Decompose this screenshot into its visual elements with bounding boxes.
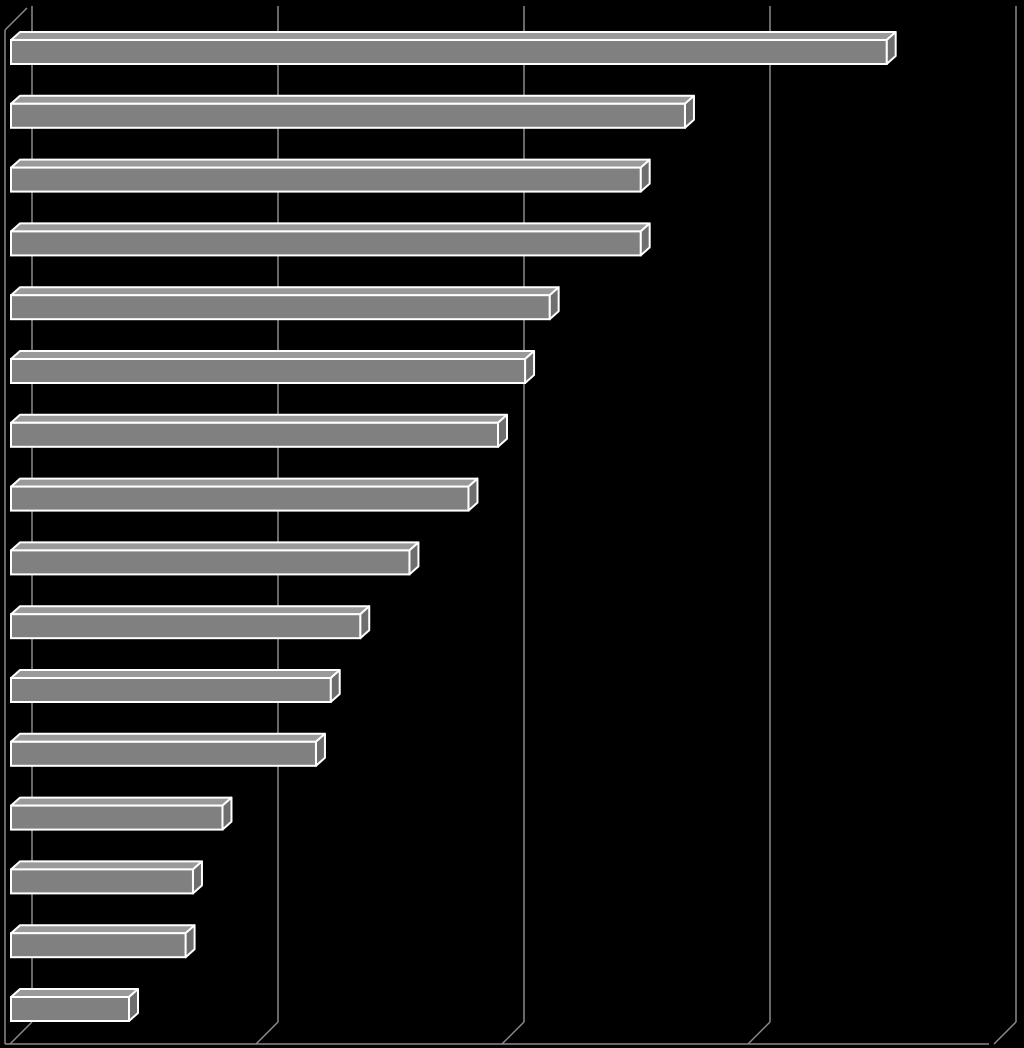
bar-9 [10, 605, 371, 640]
bar-7 [10, 477, 479, 512]
bar-front-14 [10, 932, 187, 959]
bar-15 [10, 988, 139, 1022]
bar-top-1 [10, 94, 695, 105]
floor-diagonal-0 [9, 1021, 33, 1045]
bar-front-11 [10, 740, 317, 767]
bar-top-11 [10, 732, 326, 743]
bar-front-9 [10, 613, 362, 640]
bar-top-7 [10, 477, 479, 488]
bar-4 [10, 286, 560, 321]
bar-3 [10, 222, 651, 257]
bar-14 [10, 924, 196, 959]
bar-front-15 [10, 996, 130, 1022]
bar-top-15 [10, 988, 139, 998]
bar-front-0 [10, 39, 888, 65]
bar-2 [10, 158, 651, 193]
bar-top-13 [10, 860, 203, 871]
floor-diagonal-2 [501, 1021, 525, 1045]
bar-front-2 [10, 166, 642, 193]
bar-1 [10, 94, 695, 129]
bar-front-12 [10, 804, 224, 831]
bar-top-10 [10, 669, 341, 679]
floor-diagonal-4 [993, 1021, 1017, 1045]
bar-12 [10, 796, 233, 831]
bar-5 [10, 350, 536, 384]
bar-front-10 [10, 677, 332, 703]
bar-top-8 [10, 541, 420, 552]
bar-top-5 [10, 350, 536, 360]
bar-top-9 [10, 605, 371, 616]
bar-top-12 [10, 796, 233, 807]
bar-13 [10, 860, 203, 895]
bar-top-0 [10, 31, 897, 41]
bar-front-4 [10, 294, 551, 321]
bar-11 [10, 732, 326, 767]
bar-front-7 [10, 485, 470, 512]
bar-top-3 [10, 222, 651, 233]
bar-front-13 [10, 868, 194, 895]
bar-top-14 [10, 924, 196, 935]
bar-front-1 [10, 102, 686, 129]
bar-top-4 [10, 286, 560, 297]
floor-diagonal-3 [747, 1021, 771, 1045]
floor-diagonal-1 [255, 1021, 279, 1045]
bar-8 [10, 541, 420, 576]
bar-front-6 [10, 421, 499, 448]
bar-top-2 [10, 158, 651, 169]
bar-front-3 [10, 230, 642, 257]
bar-front-5 [10, 358, 527, 384]
bar-top-6 [10, 413, 508, 424]
bar-front-8 [10, 549, 411, 576]
bar-0 [10, 31, 897, 65]
bar-10 [10, 669, 341, 703]
bars [10, 31, 897, 1022]
bar-6 [10, 413, 508, 448]
left-wall-top [4, 7, 28, 31]
